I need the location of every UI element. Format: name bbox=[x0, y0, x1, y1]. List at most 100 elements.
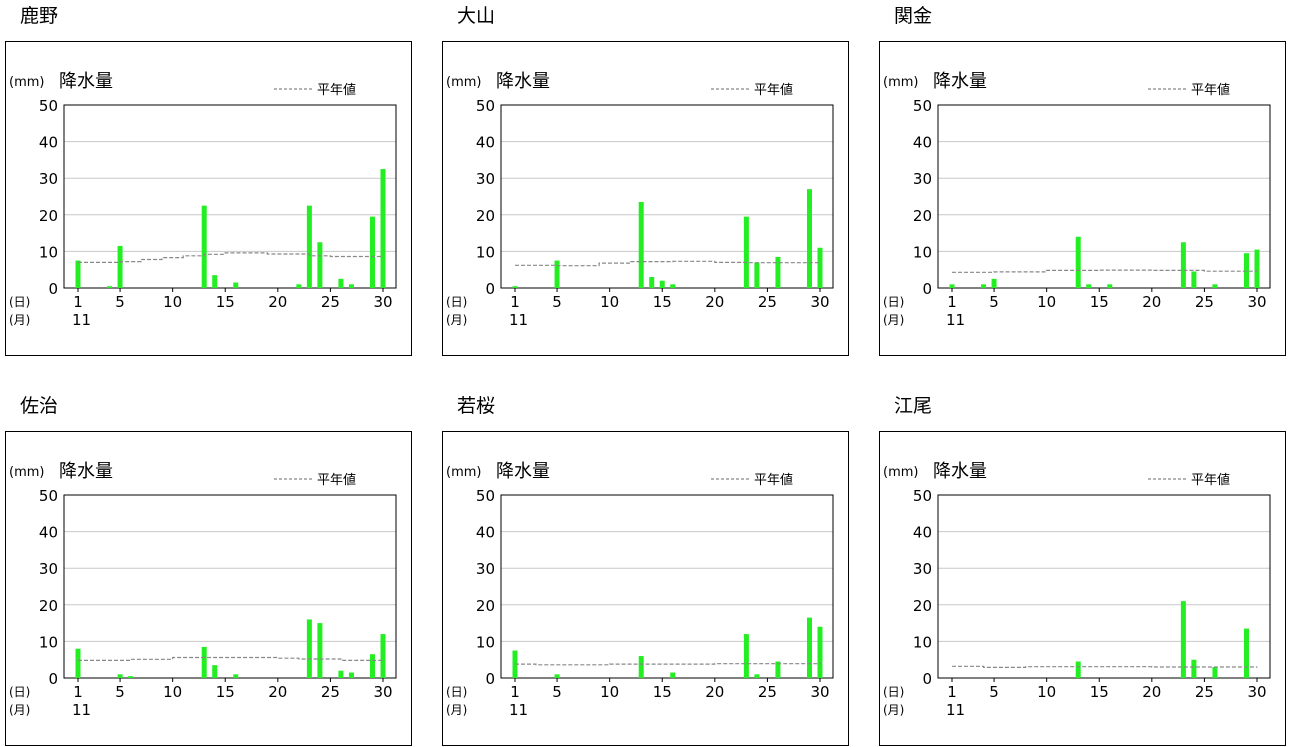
y-tick-label: 0 bbox=[485, 670, 495, 688]
month-value: 11 bbox=[509, 311, 528, 329]
precip-bar bbox=[554, 674, 560, 678]
x-tick-label: 5 bbox=[552, 293, 562, 311]
y-tick-label: 30 bbox=[913, 170, 932, 188]
y-tick-label: 40 bbox=[476, 134, 495, 152]
y-tick-label: 40 bbox=[476, 524, 495, 542]
normal-line bbox=[515, 260, 821, 267]
precip-bar bbox=[369, 216, 375, 288]
x-tick-label: 30 bbox=[1247, 683, 1266, 701]
plot-area bbox=[937, 104, 1271, 289]
y-tick-label: 30 bbox=[476, 560, 495, 578]
legend-normal-label: 平年値 bbox=[317, 472, 356, 488]
y-tick-label: 20 bbox=[913, 597, 932, 615]
unit-label: (mm) bbox=[9, 75, 44, 90]
precip-bar bbox=[117, 245, 123, 288]
precip-bar bbox=[743, 216, 749, 288]
precip-bar bbox=[233, 674, 239, 678]
x-tick-label: 5 bbox=[115, 683, 125, 701]
y-tick-label: 40 bbox=[39, 134, 58, 152]
day-marker: (日) bbox=[9, 295, 30, 309]
x-tick-label: 25 bbox=[321, 683, 340, 701]
precip-bar bbox=[348, 284, 354, 288]
x-tick-label: 30 bbox=[373, 683, 392, 701]
plot-area bbox=[500, 494, 834, 679]
x-tick-label: 15 bbox=[653, 683, 672, 701]
x-tick-label: 10 bbox=[1037, 683, 1056, 701]
day-marker: (日) bbox=[446, 295, 467, 309]
y-tick-label: 10 bbox=[913, 243, 932, 261]
y-axis-title: 降水量 bbox=[59, 461, 113, 482]
precip-bar bbox=[817, 247, 823, 288]
x-tick-label: 1 bbox=[510, 683, 520, 701]
precip-bar bbox=[1075, 661, 1081, 678]
y-tick-label: 50 bbox=[913, 97, 932, 115]
legend-normal-label: 平年値 bbox=[317, 82, 356, 98]
x-tick-label: 30 bbox=[810, 683, 829, 701]
precip-bar bbox=[348, 672, 354, 678]
chart-panel: (mm) 降水量 平年値 0 10 20 30 40 50 1 5 10 15 20 25 30 (日) (月) 1… bbox=[442, 431, 849, 746]
precip-bar bbox=[201, 205, 207, 288]
y-tick-label: 30 bbox=[913, 560, 932, 578]
x-tick-label: 20 bbox=[705, 683, 724, 701]
precip-bar bbox=[806, 617, 812, 678]
precip-bar bbox=[1243, 628, 1249, 678]
precip-bar bbox=[1180, 242, 1186, 288]
x-tick-label: 20 bbox=[268, 293, 287, 311]
unit-label: (mm) bbox=[446, 75, 481, 90]
month-value: 11 bbox=[946, 311, 965, 329]
month-value: 11 bbox=[72, 701, 91, 719]
x-tick-label: 10 bbox=[163, 293, 182, 311]
x-tick-label: 10 bbox=[600, 683, 619, 701]
x-tick-label: 25 bbox=[321, 293, 340, 311]
y-axis-title: 降水量 bbox=[933, 71, 987, 92]
y-tick-label: 0 bbox=[922, 280, 932, 298]
precip-bar bbox=[638, 201, 644, 288]
precip-bar bbox=[1075, 236, 1081, 288]
precip-bar bbox=[649, 277, 655, 288]
x-tick-label: 10 bbox=[1037, 293, 1056, 311]
x-tick-label: 5 bbox=[115, 293, 125, 311]
y-tick-label: 20 bbox=[476, 207, 495, 225]
station-name: 大山 bbox=[457, 5, 496, 27]
month-marker: (月) bbox=[9, 703, 30, 717]
precip-bar bbox=[117, 674, 123, 678]
x-tick-label: 20 bbox=[705, 293, 724, 311]
precip-bar bbox=[212, 665, 218, 678]
y-tick-label: 30 bbox=[476, 170, 495, 188]
x-tick-label: 1 bbox=[947, 683, 957, 701]
precip-bar bbox=[369, 654, 375, 678]
x-tick-label: 5 bbox=[552, 683, 562, 701]
precip-bar bbox=[380, 634, 386, 678]
y-tick-label: 10 bbox=[476, 633, 495, 651]
precip-bar bbox=[1212, 667, 1218, 678]
day-marker: (日) bbox=[9, 685, 30, 699]
precip-bar bbox=[317, 623, 323, 678]
precip-bar bbox=[201, 646, 207, 678]
station-name: 江尾 bbox=[894, 395, 933, 417]
y-tick-label: 10 bbox=[913, 633, 932, 651]
x-tick-label: 20 bbox=[268, 683, 287, 701]
precip-bar bbox=[554, 260, 560, 288]
y-tick-label: 40 bbox=[39, 524, 58, 542]
precip-bar bbox=[1212, 284, 1218, 288]
x-tick-label: 20 bbox=[1142, 683, 1161, 701]
station-name: 関金 bbox=[894, 5, 933, 27]
y-tick-label: 0 bbox=[485, 280, 495, 298]
day-marker: (日) bbox=[446, 685, 467, 699]
chart-panel: (mm) 降水量 平年値 0 10 20 30 40 50 1 5 10 15 20 25 30 (日) (月) 1… bbox=[442, 41, 849, 356]
y-tick-label: 30 bbox=[39, 170, 58, 188]
plot-area bbox=[63, 104, 397, 289]
y-tick-label: 30 bbox=[39, 560, 58, 578]
precip-bar bbox=[306, 205, 312, 288]
month-marker: (月) bbox=[9, 313, 30, 327]
precip-bar bbox=[1086, 284, 1092, 288]
x-tick-label: 25 bbox=[1195, 293, 1214, 311]
x-tick-label: 5 bbox=[989, 683, 999, 701]
day-marker: (日) bbox=[883, 685, 904, 699]
precip-bar bbox=[75, 260, 81, 288]
y-tick-label: 50 bbox=[476, 487, 495, 505]
y-tick-label: 20 bbox=[476, 597, 495, 615]
precip-bar bbox=[380, 169, 386, 288]
